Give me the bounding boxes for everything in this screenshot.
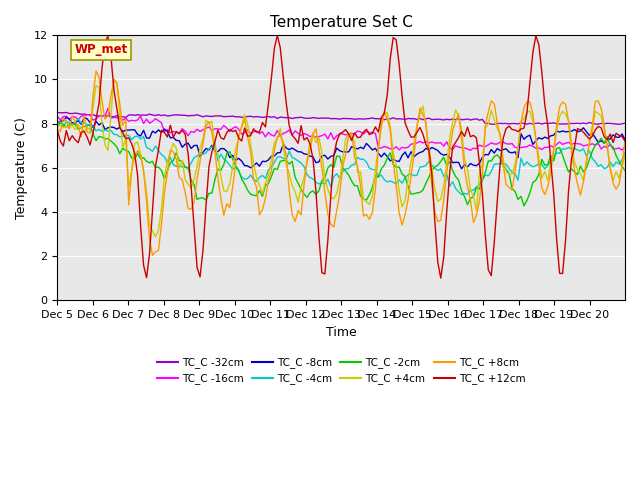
Line: TC_C -2cm: TC_C -2cm: [58, 122, 625, 206]
TC_C -4cm: [413, 172, 421, 178]
TC_C +12cm: [342, 127, 349, 132]
X-axis label: Time: Time: [326, 325, 356, 338]
TC_C +8cm: [345, 132, 353, 138]
TC_C -16cm: [291, 128, 299, 134]
TC_C -2cm: [342, 168, 349, 174]
TC_C -16cm: [380, 144, 388, 149]
TC_C +12cm: [413, 129, 421, 135]
TC_C +8cm: [416, 106, 424, 111]
TC_C +8cm: [54, 126, 61, 132]
Line: TC_C +4cm: TC_C +4cm: [58, 79, 625, 237]
TC_C +4cm: [54, 124, 61, 130]
TC_C -16cm: [467, 147, 474, 153]
TC_C -8cm: [125, 127, 132, 133]
TC_C -2cm: [56, 119, 64, 125]
TC_C -8cm: [621, 137, 629, 143]
TC_C -2cm: [621, 168, 629, 173]
TC_C -4cm: [291, 156, 299, 162]
TC_C -4cm: [285, 148, 293, 154]
TC_C +8cm: [125, 202, 132, 208]
TC_C +12cm: [380, 110, 388, 116]
TC_C -32cm: [54, 109, 61, 115]
TC_C -32cm: [615, 121, 623, 127]
TC_C -2cm: [291, 175, 299, 180]
TC_C +4cm: [294, 199, 302, 205]
TC_C +4cm: [345, 131, 353, 136]
Text: WP_met: WP_met: [74, 43, 128, 56]
TC_C +8cm: [148, 252, 156, 258]
TC_C -4cm: [342, 166, 349, 172]
TC_C -32cm: [339, 116, 346, 121]
TC_C -16cm: [413, 140, 421, 146]
TC_C +12cm: [54, 128, 61, 133]
TC_C +12cm: [122, 136, 129, 142]
TC_C +4cm: [152, 234, 159, 240]
Legend: TC_C -32cm, TC_C -16cm, TC_C -8cm, TC_C -4cm, TC_C -2cm, TC_C +4cm, TC_C +8cm, T: TC_C -32cm, TC_C -16cm, TC_C -8cm, TC_C …: [153, 353, 530, 389]
TC_C +12cm: [285, 122, 293, 128]
Line: TC_C -8cm: TC_C -8cm: [58, 117, 625, 169]
TC_C -8cm: [54, 120, 61, 126]
TC_C +4cm: [416, 112, 424, 118]
TC_C -8cm: [63, 114, 70, 120]
TC_C -8cm: [285, 147, 293, 153]
TC_C +4cm: [110, 76, 118, 82]
TC_C -16cm: [104, 106, 112, 111]
TC_C -4cm: [54, 120, 61, 126]
Line: TC_C -32cm: TC_C -32cm: [58, 112, 625, 124]
TC_C -32cm: [621, 120, 629, 126]
TC_C +8cm: [289, 212, 296, 217]
TC_C -16cm: [125, 118, 132, 124]
TC_C +4cm: [621, 152, 629, 158]
TC_C -8cm: [380, 150, 388, 156]
Title: Temperature Set C: Temperature Set C: [270, 15, 413, 30]
TC_C -32cm: [282, 115, 290, 120]
TC_C +8cm: [92, 68, 100, 74]
TC_C -16cm: [342, 132, 349, 138]
Line: TC_C +8cm: TC_C +8cm: [58, 71, 625, 255]
TC_C +4cm: [125, 184, 132, 190]
TC_C -32cm: [122, 115, 129, 120]
Line: TC_C -4cm: TC_C -4cm: [58, 119, 625, 195]
TC_C -8cm: [291, 147, 299, 153]
TC_C -2cm: [285, 161, 293, 167]
TC_C -2cm: [54, 124, 61, 130]
TC_C -4cm: [380, 177, 388, 182]
TC_C -2cm: [125, 149, 132, 155]
TC_C -4cm: [621, 150, 629, 156]
TC_C -32cm: [410, 116, 418, 121]
TC_C +4cm: [383, 109, 391, 115]
Line: TC_C -16cm: TC_C -16cm: [58, 108, 625, 150]
TC_C -16cm: [621, 144, 629, 150]
TC_C +12cm: [621, 138, 629, 144]
TC_C -2cm: [413, 190, 421, 196]
TC_C +12cm: [291, 136, 299, 142]
TC_C -16cm: [54, 114, 61, 120]
TC_C -2cm: [380, 162, 388, 168]
TC_C +12cm: [273, 33, 281, 38]
TC_C -8cm: [413, 151, 421, 157]
Y-axis label: Temperature (C): Temperature (C): [15, 117, 28, 219]
TC_C -8cm: [458, 166, 465, 172]
TC_C -32cm: [289, 116, 296, 121]
TC_C +8cm: [294, 208, 302, 214]
TC_C +4cm: [289, 183, 296, 189]
TC_C -32cm: [378, 116, 385, 122]
TC_C -4cm: [74, 116, 82, 121]
TC_C +8cm: [621, 138, 629, 144]
TC_C +12cm: [437, 275, 445, 281]
TC_C -2cm: [520, 203, 528, 209]
TC_C -16cm: [285, 127, 293, 133]
TC_C -4cm: [125, 132, 132, 138]
TC_C -4cm: [458, 192, 465, 198]
TC_C -8cm: [342, 149, 349, 155]
Line: TC_C +12cm: TC_C +12cm: [58, 36, 625, 278]
TC_C +8cm: [383, 116, 391, 122]
